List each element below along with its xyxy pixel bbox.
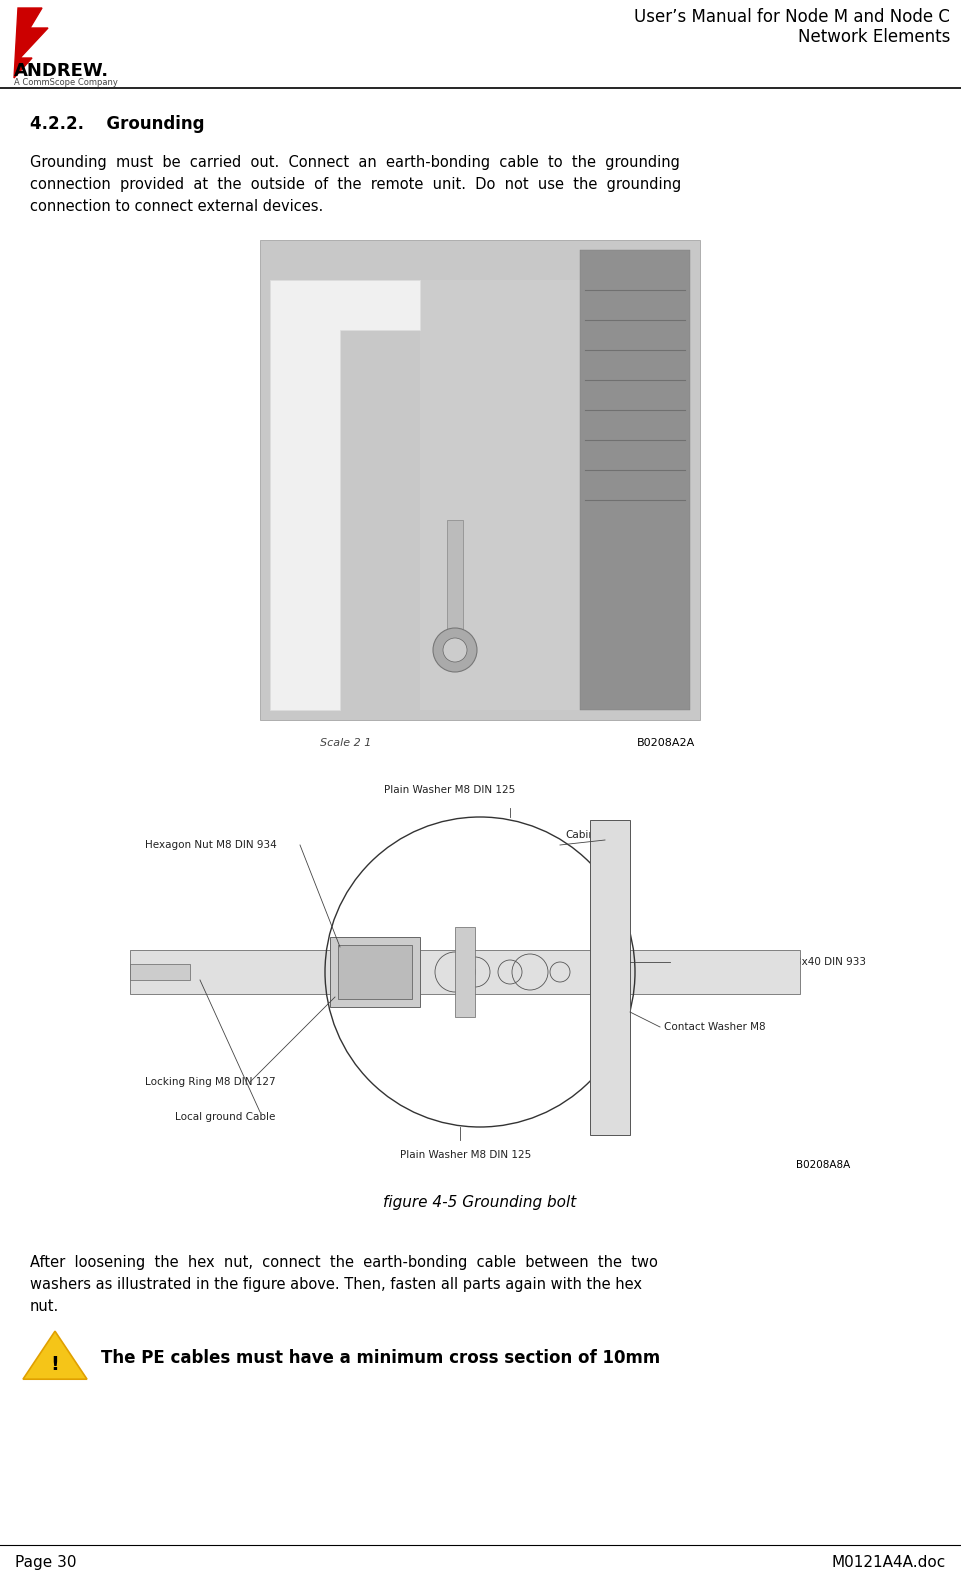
- Text: The PE cables must have a minimum cross section of 10mm: The PE cables must have a minimum cross …: [101, 1350, 660, 1367]
- FancyBboxPatch shape: [130, 950, 800, 994]
- Polygon shape: [14, 8, 48, 79]
- Polygon shape: [23, 1331, 87, 1380]
- Text: Contact Washer M8: Contact Washer M8: [664, 1022, 766, 1032]
- Text: A CommScope Company: A CommScope Company: [14, 79, 118, 87]
- FancyBboxPatch shape: [590, 821, 630, 1136]
- Text: After  loosening  the  hex  nut,  connect  the  earth-bonding  cable  between  t: After loosening the hex nut, connect the…: [30, 1255, 658, 1269]
- Text: Hexagon Nut M8 DIN 934: Hexagon Nut M8 DIN 934: [145, 839, 277, 850]
- Text: connection to connect external devices.: connection to connect external devices.: [30, 198, 323, 214]
- FancyBboxPatch shape: [455, 928, 475, 1017]
- FancyBboxPatch shape: [580, 250, 690, 710]
- Text: Network Elements: Network Elements: [798, 28, 950, 46]
- Text: 4.2.2.  Grounding: 4.2.2. Grounding: [30, 115, 205, 132]
- Text: figure 4-5 Grounding bolt: figure 4-5 Grounding bolt: [383, 1195, 577, 1210]
- Text: User’s Manual for Node M and Node C: User’s Manual for Node M and Node C: [634, 8, 950, 27]
- Polygon shape: [130, 964, 190, 980]
- Text: B0208A8A: B0208A8A: [796, 1161, 850, 1170]
- Text: Cabinet: Cabinet: [565, 830, 605, 839]
- Circle shape: [443, 638, 467, 661]
- Text: washers as illustrated in the figure above. Then, fasten all parts again with th: washers as illustrated in the figure abo…: [30, 1277, 642, 1291]
- Text: Scale 2 1: Scale 2 1: [320, 739, 371, 748]
- Circle shape: [433, 628, 477, 673]
- Text: ANDREW.: ANDREW.: [14, 61, 110, 80]
- Text: !: !: [51, 1354, 60, 1373]
- Text: Plain Washer M8 DIN 125: Plain Washer M8 DIN 125: [384, 784, 516, 795]
- Text: Locking Ring M8 DIN 127: Locking Ring M8 DIN 127: [145, 1077, 276, 1087]
- Polygon shape: [270, 280, 420, 710]
- Text: Hexagon head screw M8x40 DIN 933: Hexagon head screw M8x40 DIN 933: [674, 958, 866, 967]
- Polygon shape: [420, 280, 580, 710]
- Text: Page 30: Page 30: [15, 1555, 77, 1570]
- FancyBboxPatch shape: [260, 239, 700, 720]
- Text: Plain Washer M8 DIN 125: Plain Washer M8 DIN 125: [400, 1150, 531, 1161]
- Text: B0208A2A: B0208A2A: [637, 739, 695, 748]
- FancyBboxPatch shape: [338, 945, 412, 999]
- Text: Local ground Cable: Local ground Cable: [175, 1112, 276, 1121]
- Text: connection  provided  at  the  outside  of  the  remote  unit.  Do  not  use  th: connection provided at the outside of th…: [30, 176, 681, 192]
- Text: Grounding  must  be  carried  out.  Connect  an  earth-bonding  cable  to  the  : Grounding must be carried out. Connect a…: [30, 154, 679, 170]
- FancyBboxPatch shape: [447, 520, 463, 630]
- Text: nut.: nut.: [30, 1299, 60, 1314]
- Text: M0121A4A.doc: M0121A4A.doc: [832, 1555, 946, 1570]
- FancyBboxPatch shape: [330, 937, 420, 1006]
